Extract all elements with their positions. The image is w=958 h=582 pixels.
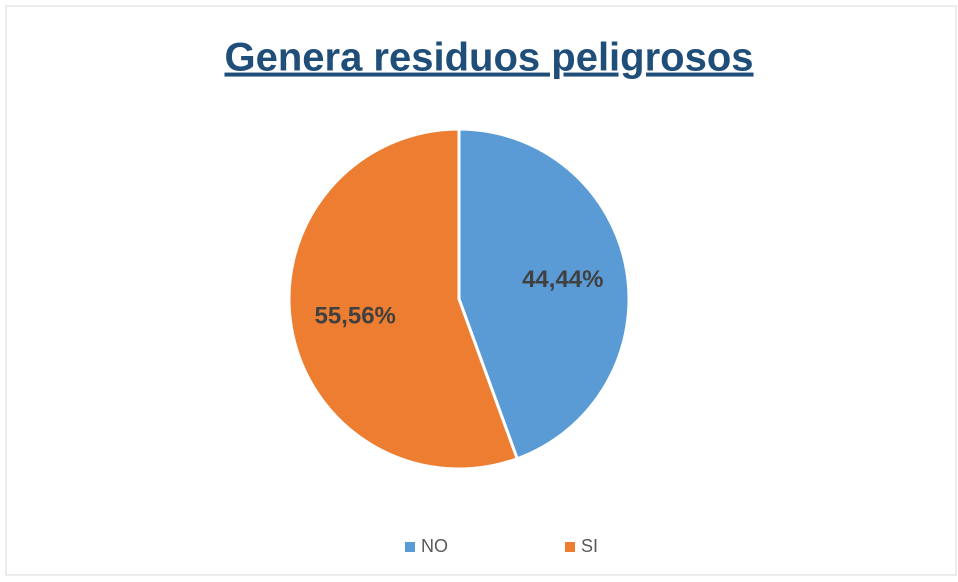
legend-swatch — [565, 542, 575, 552]
pie-slice — [457, 127, 631, 461]
legend-label: NO — [421, 536, 448, 556]
data-label: 44,44% — [522, 266, 603, 293]
pie-slice — [287, 127, 520, 471]
legend-label: SI — [581, 536, 598, 556]
data-label: 55,56% — [315, 303, 396, 330]
chart-title: Genera residuos peligrosos — [224, 36, 753, 80]
legend-swatch — [405, 542, 415, 552]
